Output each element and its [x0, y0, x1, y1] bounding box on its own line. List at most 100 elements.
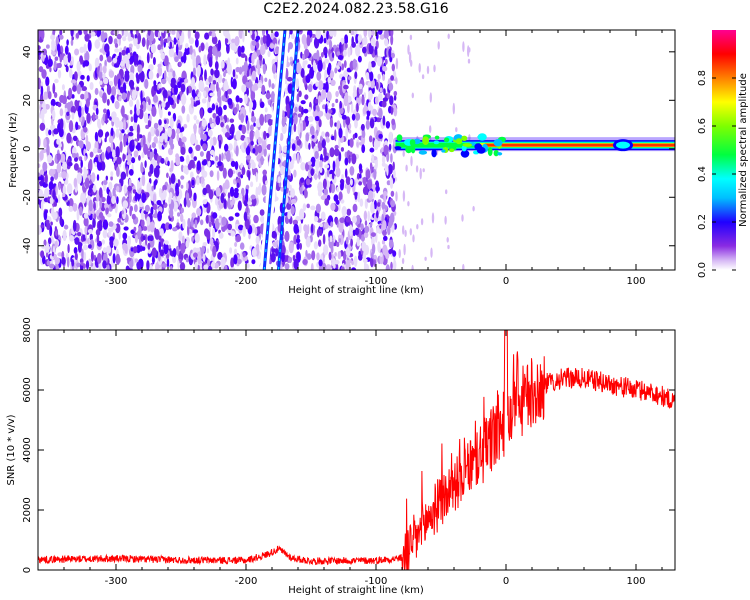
noise-speckle	[118, 120, 124, 130]
signal-blotch	[405, 146, 413, 154]
noise-speckle	[296, 62, 302, 74]
noise-speckle	[383, 235, 388, 241]
noise-speckle	[221, 127, 225, 133]
colorbar-tick-label: 0.0	[697, 262, 708, 278]
noise-speckle	[308, 116, 314, 123]
noise-speckle	[424, 256, 427, 261]
noise-speckle	[130, 247, 134, 252]
noise-speckle	[104, 202, 110, 210]
noise-speckle	[351, 113, 356, 121]
noise-speckle	[323, 187, 329, 196]
noise-speckle	[129, 55, 135, 64]
noise-speckle	[131, 89, 137, 101]
noise-speckle	[207, 258, 210, 267]
noise-speckle	[196, 66, 201, 77]
noise-speckle	[345, 43, 348, 49]
noise-speckle	[194, 219, 198, 228]
noise-speckle	[300, 51, 303, 59]
noise-speckle	[83, 217, 89, 227]
noise-speckle	[317, 181, 323, 194]
noise-speckle	[296, 234, 300, 240]
noise-speckle	[259, 209, 265, 216]
noise-speckle	[235, 57, 239, 65]
noise-speckle	[67, 243, 70, 254]
noise-speckle	[164, 131, 168, 143]
spectrogram-x-tick-label: 0	[503, 276, 509, 287]
signal-blotch	[449, 148, 455, 153]
noise-speckle	[133, 54, 137, 66]
noise-speckle	[324, 198, 330, 206]
noise-speckle	[311, 250, 316, 261]
noise-speckle	[444, 215, 447, 225]
noise-speckle	[167, 111, 171, 116]
noise-speckle	[136, 261, 141, 270]
noise-speckle	[309, 126, 315, 136]
noise-speckle	[219, 96, 222, 109]
noise-speckle	[162, 89, 168, 99]
noise-speckle	[121, 92, 127, 100]
noise-speckle	[161, 263, 168, 268]
noise-speckle	[249, 129, 254, 142]
noise-speckle	[230, 160, 236, 167]
colorbar-tick-label: 0.2	[697, 214, 708, 230]
noise-speckle	[141, 246, 146, 251]
noise-speckle	[99, 65, 103, 73]
noise-speckle	[218, 139, 222, 149]
noise-speckle	[184, 78, 189, 84]
noise-speckle	[300, 162, 306, 171]
noise-speckle	[307, 83, 313, 93]
noise-speckle	[411, 92, 414, 99]
noise-speckle	[323, 222, 329, 229]
noise-speckle	[362, 176, 367, 186]
noise-speckle	[150, 192, 153, 197]
noise-speckle	[337, 250, 342, 260]
noise-speckle	[86, 112, 91, 124]
noise-speckle	[190, 133, 196, 145]
noise-speckle	[148, 70, 154, 80]
noise-speckle	[431, 212, 435, 224]
noise-speckle	[161, 101, 166, 109]
noise-speckle	[195, 90, 199, 95]
noise-speckle	[368, 90, 373, 101]
noise-speckle	[200, 219, 204, 226]
noise-speckle	[304, 187, 308, 199]
noise-speckle	[360, 123, 365, 131]
noise-speckle	[180, 242, 186, 254]
noise-speckle	[132, 246, 138, 254]
noise-speckle	[51, 251, 55, 257]
noise-speckle	[305, 74, 311, 84]
noise-speckle	[130, 30, 133, 34]
noise-speckle	[306, 34, 311, 47]
noise-speckle	[370, 37, 376, 47]
noise-speckle	[147, 131, 152, 144]
noise-speckle	[227, 168, 233, 178]
noise-speckle	[52, 109, 56, 120]
noise-speckle	[382, 244, 388, 256]
noise-speckle	[46, 44, 50, 49]
noise-speckle	[392, 161, 395, 171]
noise-speckle	[167, 127, 172, 138]
noise-speckle	[193, 252, 198, 258]
noise-speckle	[55, 230, 58, 236]
noise-speckle	[41, 54, 45, 62]
signal-blotch	[422, 136, 429, 146]
noise-speckle	[70, 30, 74, 37]
noise-speckle	[229, 247, 233, 254]
noise-speckle	[234, 212, 240, 217]
noise-speckle	[191, 179, 195, 186]
noise-speckle	[356, 102, 359, 113]
noise-speckle	[326, 30, 329, 40]
noise-speckle	[122, 55, 129, 64]
noise-speckle	[207, 129, 213, 137]
noise-speckle	[110, 141, 114, 152]
noise-speckle	[175, 128, 181, 135]
noise-speckle	[271, 83, 275, 90]
noise-speckle	[157, 44, 162, 51]
noise-speckle	[302, 53, 306, 61]
noise-speckle	[180, 184, 184, 189]
noise-speckle	[81, 106, 85, 117]
noise-speckle	[243, 211, 248, 222]
noise-speckle	[275, 248, 279, 257]
noise-speckle	[308, 142, 311, 150]
noise-speckle	[43, 138, 47, 149]
